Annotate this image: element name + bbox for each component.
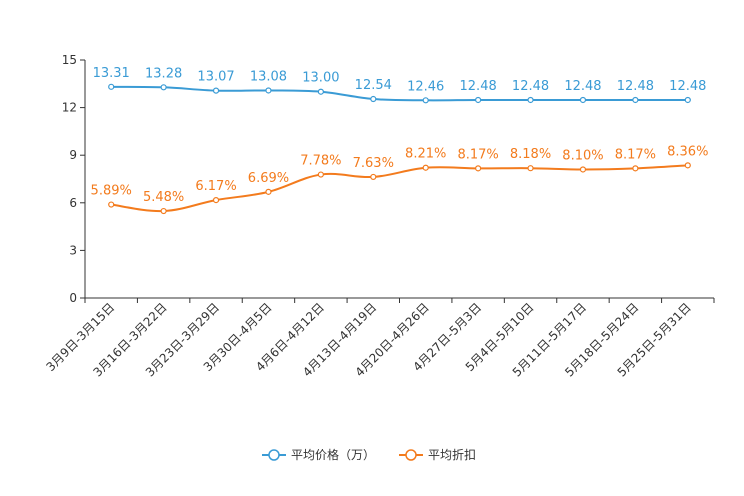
data-point[interactable] — [684, 162, 691, 169]
data-label: 13.08 — [250, 69, 287, 84]
y-tick-label: 12 — [62, 101, 77, 115]
data-point[interactable] — [108, 201, 115, 208]
legend[interactable]: 平均价格（万） 平均折扣 — [262, 447, 476, 462]
data-label: 5.89% — [91, 184, 132, 199]
data-label: 8.10% — [562, 148, 603, 163]
data-point[interactable] — [160, 84, 167, 91]
data-label: 7.78% — [300, 154, 341, 169]
data-label: 5.48% — [143, 190, 184, 205]
data-label: 13.31 — [93, 66, 130, 81]
data-label: 13.07 — [197, 70, 234, 85]
data-label: 12.48 — [512, 79, 549, 94]
data-point[interactable] — [422, 164, 429, 171]
data-point[interactable] — [527, 96, 534, 104]
data-label: 6.17% — [195, 179, 236, 194]
data-point[interactable] — [265, 188, 272, 195]
data-labels: 13.31 13.28 13.07 13.08 13.00 12.54 12.46 12.48… — [91, 66, 709, 205]
data-point[interactable] — [579, 96, 587, 104]
data-label: 12.48 — [617, 79, 654, 94]
data-point[interactable] — [632, 96, 639, 104]
y-tick-label: 3 — [69, 243, 77, 257]
data-label: 12.46 — [407, 79, 444, 94]
y-tick-label: 9 — [69, 148, 77, 162]
data-label: 6.69% — [248, 171, 289, 186]
series-line-1 — [111, 164, 688, 213]
data-point[interactable] — [422, 97, 429, 104]
data-label: 8.17% — [457, 147, 498, 162]
data-point[interactable] — [108, 83, 115, 90]
data-label: 8.36% — [667, 144, 708, 159]
data-point[interactable] — [317, 88, 324, 95]
data-point[interactable] — [317, 171, 324, 178]
series-layer — [108, 83, 691, 215]
data-label: 13.00 — [302, 71, 339, 86]
data-point[interactable] — [212, 197, 220, 204]
data-label: 8.17% — [615, 147, 656, 162]
data-point[interactable] — [579, 166, 587, 173]
data-point[interactable] — [212, 87, 220, 94]
data-label: 12.54 — [355, 78, 392, 93]
data-label: 7.63% — [353, 156, 394, 171]
data-point[interactable] — [475, 165, 482, 172]
data-label: 13.28 — [145, 66, 182, 81]
legend-item-1[interactable]: 平均折扣 — [399, 447, 476, 462]
data-point[interactable] — [475, 96, 482, 104]
legend-marker — [268, 449, 280, 461]
legend-item-0[interactable]: 平均价格（万） — [262, 447, 375, 462]
data-label: 12.48 — [460, 79, 497, 94]
data-label: 12.48 — [669, 79, 706, 94]
data-point[interactable] — [370, 173, 377, 181]
data-label: 12.48 — [564, 79, 601, 94]
legend-label: 平均价格（万） — [291, 447, 375, 462]
data-point[interactable] — [265, 87, 272, 94]
data-point[interactable] — [160, 207, 167, 215]
data-point[interactable] — [370, 95, 377, 103]
y-tick-label: 0 — [69, 291, 77, 305]
legend-marker — [405, 449, 417, 461]
axes: 036912153月9日-3月15日3月16日-3月22日3月23日-3月29日… — [43, 53, 715, 380]
data-label: 8.18% — [510, 147, 551, 162]
data-point[interactable] — [684, 96, 691, 104]
y-tick-label: 6 — [69, 196, 77, 210]
y-tick-label: 15 — [62, 53, 77, 67]
series-line-0 — [111, 85, 688, 102]
data-point[interactable] — [632, 165, 639, 172]
data-label: 8.21% — [405, 147, 446, 162]
legend-label: 平均折扣 — [428, 447, 476, 462]
data-point[interactable] — [527, 165, 534, 172]
